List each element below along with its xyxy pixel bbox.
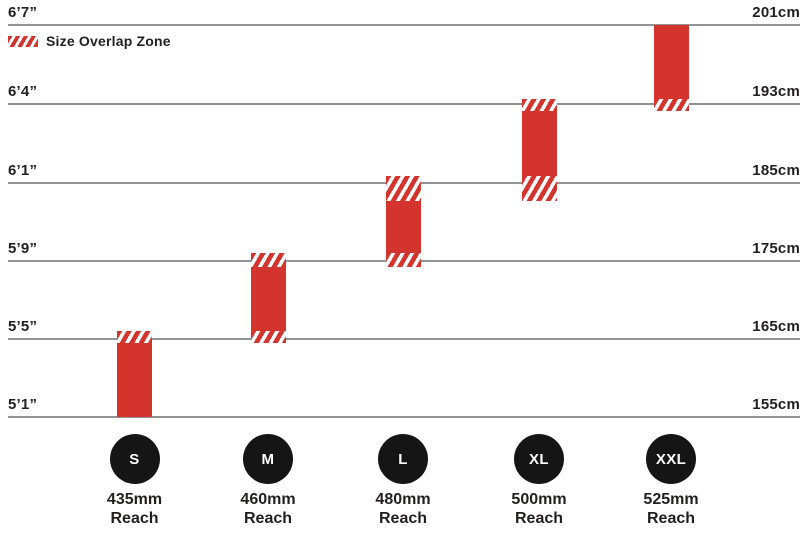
gridline-155cm xyxy=(8,416,800,418)
reach-label-l: 480mm Reach xyxy=(348,490,458,528)
reach-label-xl: 500mm Reach xyxy=(484,490,594,528)
height-tick-imperial: 6’4” xyxy=(8,83,38,100)
height-tick-metric: 165cm xyxy=(752,318,800,335)
legend: Size Overlap Zone xyxy=(8,34,171,48)
height-tick-metric: 175cm xyxy=(752,240,800,257)
size-bar-m-overlap-zone xyxy=(250,331,286,343)
size-circle-s: S xyxy=(109,434,160,484)
size-circle-xxl: XXL xyxy=(646,434,696,484)
height-tick-imperial: 6’1” xyxy=(8,162,38,179)
reach-value: 435mm xyxy=(106,491,163,508)
reach-label-s: 435mm Reach xyxy=(80,490,190,528)
size-circle-xl: XL xyxy=(514,434,564,484)
size-bar-l-range xyxy=(385,200,421,254)
height-tick-metric: 155cm xyxy=(752,396,800,413)
reach-suffix: Reach xyxy=(514,510,564,527)
reach-value: 500mm xyxy=(511,491,567,508)
size-bar-xl-range xyxy=(521,110,557,177)
height-tick-imperial: 5’1” xyxy=(8,396,38,413)
size-bar-m-range xyxy=(250,267,286,332)
reach-label-m: 460mm Reach xyxy=(213,490,323,528)
gridline-201cm xyxy=(8,24,800,26)
height-tick-metric: 185cm xyxy=(752,162,800,179)
size-bar-s-range xyxy=(117,342,152,417)
size-circle-m: M xyxy=(243,434,293,484)
reach-suffix: Reach xyxy=(110,510,159,527)
reach-label-xxl: 525mm Reach xyxy=(616,490,726,528)
reach-value: 480mm xyxy=(375,491,431,508)
size-bar-l-overlap-zone xyxy=(385,253,421,268)
size-bar-xl-overlap-zone xyxy=(521,176,557,201)
size-bar-xxl-overlap-zone xyxy=(653,99,689,111)
size-bar-l-overlap-zone xyxy=(385,176,421,201)
height-tick-imperial: 5’9” xyxy=(8,240,38,257)
size-circle-l: L xyxy=(378,434,428,484)
size-bar-xl-overlap-zone xyxy=(521,99,557,111)
legend-label: Size Overlap Zone xyxy=(46,33,171,49)
height-tick-metric: 201cm xyxy=(752,4,800,21)
height-tick-metric: 193cm xyxy=(752,83,800,100)
size-bar-m-overlap-zone xyxy=(250,253,286,268)
overlap-zone-swatch-icon xyxy=(8,35,38,47)
size-bar-s-overlap-zone xyxy=(117,331,152,343)
gridline-193cm xyxy=(8,103,800,105)
reach-suffix: Reach xyxy=(243,510,293,527)
height-tick-imperial: 5’5” xyxy=(8,318,38,335)
reach-value: 525mm xyxy=(643,491,699,508)
size-bar-xxl-range xyxy=(653,25,689,100)
height-tick-imperial: 6’7” xyxy=(8,4,38,21)
reach-value: 460mm xyxy=(240,491,296,508)
reach-suffix: Reach xyxy=(378,510,428,527)
gridline-165cm xyxy=(8,338,800,340)
reach-suffix: Reach xyxy=(646,510,696,527)
